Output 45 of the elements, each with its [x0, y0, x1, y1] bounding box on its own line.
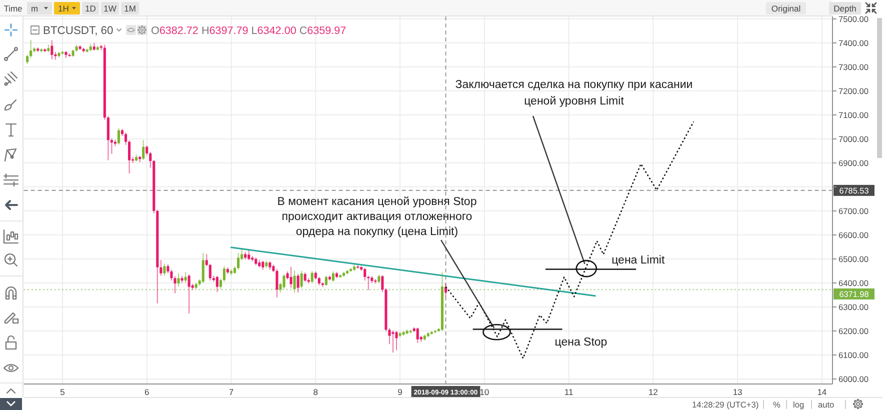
button: Depth [829, 2, 861, 14]
x-tick-label: 13 [732, 387, 743, 397]
y-tick-label: 7000.00 [838, 134, 869, 144]
y-tick-label: 6300.00 [838, 302, 869, 312]
series-label: цена Limit [612, 254, 666, 266]
button: Original [766, 2, 806, 14]
y-tick-label: 7100.00 [838, 110, 869, 120]
x-tick-label: 12 [648, 387, 658, 397]
y-tick-label: 6500.00 [838, 254, 869, 264]
x-tick-label: 10 [480, 387, 490, 397]
y-tick-label: 6700.00 [838, 206, 869, 216]
button: 1M [121, 2, 139, 14]
y-tick-label: 7500.00 [838, 14, 869, 24]
text: O6382.72 H6397.79 L6342.00 C6359.97 [151, 25, 346, 37]
text: 14:28:29 (UTC+3) [692, 400, 759, 410]
ref-line-label: 6785.53 [839, 186, 870, 196]
dropdown-button: m [27, 2, 52, 14]
y-tick-label: 7200.00 [838, 86, 869, 96]
x-tick-label: 8 [313, 387, 318, 397]
x-tick-label: 7 [228, 387, 234, 397]
text: % [773, 400, 781, 410]
y-tick-label: 6200.00 [838, 326, 869, 336]
y-tick-label: 7400.00 [838, 38, 869, 48]
x-tick-label: 9 [398, 387, 403, 397]
y-tick-label: 6900.00 [838, 158, 869, 168]
text: auto [818, 400, 835, 410]
text: Time [4, 4, 23, 14]
x-tick-label: 14 [817, 387, 827, 397]
y-tick-label: 6100.00 [838, 350, 869, 360]
text: log [793, 400, 804, 410]
x-tick-label: 11 [564, 387, 574, 397]
y-tick-label: 7300.00 [838, 62, 869, 72]
y-tick-label: 6600.00 [838, 230, 869, 240]
annotation: Заключается сделка на покупку при касании ценой уровня Limit [455, 79, 693, 108]
x-tick-label: 5 [60, 387, 66, 397]
text: BTCUSDT, 60 [43, 25, 114, 37]
y-tick-label: 6400.00 [838, 278, 869, 288]
ref-line-label: 6371.98 [839, 290, 870, 299]
series-label: цена Stop [554, 336, 608, 348]
button: 1D [82, 2, 99, 14]
button: 1W [101, 2, 119, 14]
dropdown-button: 1H [54, 2, 80, 14]
annotation: В момент касания ценой уровня Stop происходит активация отложенного ордера на покупку (цена Limit) [277, 196, 477, 238]
x-tick-label: 6 [144, 387, 150, 397]
y-tick-label: 6000.00 [838, 374, 869, 384]
